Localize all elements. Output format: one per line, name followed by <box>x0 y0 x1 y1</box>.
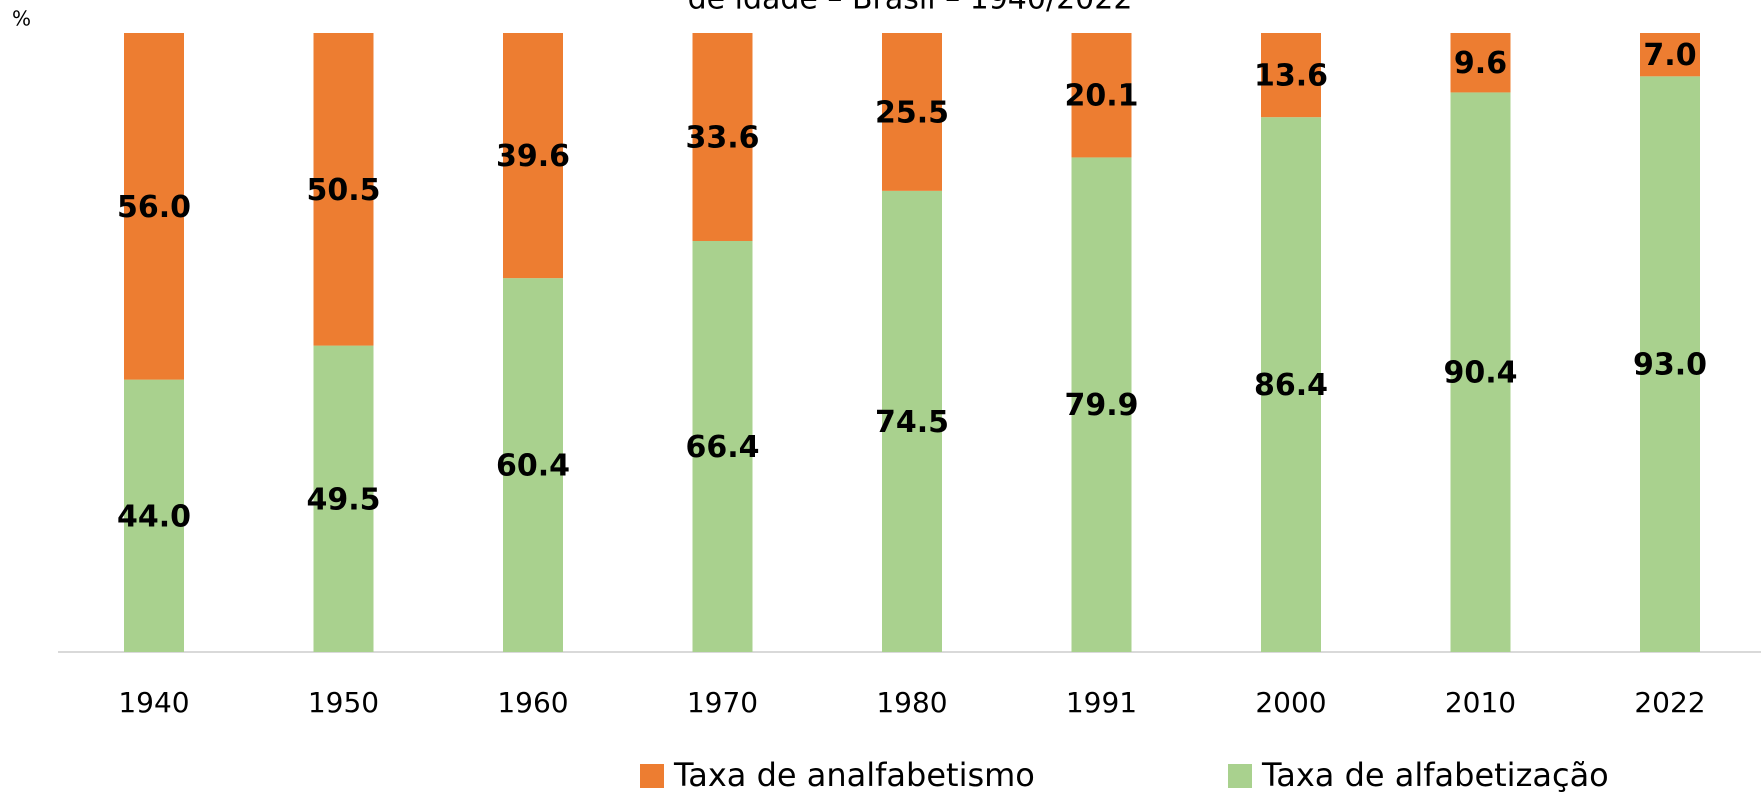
x-tick-label: 1960 <box>497 686 568 719</box>
x-tick-label: 1980 <box>876 686 947 719</box>
bar-segment <box>1640 33 1700 77</box>
bar-segment <box>1450 33 1511 93</box>
data-label: 56.0 <box>117 190 191 225</box>
data-label: 50.5 <box>306 173 380 208</box>
data-label: 93.0 <box>1633 348 1707 383</box>
data-label: 20.1 <box>1064 79 1138 114</box>
data-label: 7.0 <box>1643 38 1696 73</box>
x-tick-label: 1991 <box>1066 686 1137 719</box>
bar-segment <box>124 33 184 380</box>
bar-segment <box>692 240 753 652</box>
bar-segment <box>1640 76 1700 652</box>
bar-segment <box>1450 92 1511 652</box>
data-label: 49.5 <box>306 482 380 517</box>
data-label: 44.0 <box>117 499 191 534</box>
bar-segment <box>124 379 184 652</box>
data-label: 90.4 <box>1443 356 1517 391</box>
data-label: 86.4 <box>1254 368 1328 403</box>
x-tick-label: 1940 <box>118 686 189 719</box>
bar-segment <box>1071 157 1132 652</box>
bar-segment <box>503 33 563 279</box>
x-tick-label: 2000 <box>1255 686 1326 719</box>
legend-swatch <box>1228 764 1252 788</box>
bar-segment <box>503 278 563 652</box>
x-tick-label: 2010 <box>1445 686 1516 719</box>
legend-label: Taxa de alfabetização <box>1261 756 1609 794</box>
data-label: 74.5 <box>875 405 949 440</box>
bar-segment <box>1261 117 1321 652</box>
bar-segment <box>882 33 942 191</box>
data-label: 13.6 <box>1254 59 1328 94</box>
data-label: 25.5 <box>875 95 949 130</box>
x-tick-label: 1950 <box>308 686 379 719</box>
chart-title: de idade – Brasil – 1940/2022 <box>688 0 1133 17</box>
x-tick-label: 1970 <box>687 686 758 719</box>
y-axis-label: % <box>12 7 31 31</box>
legend-label: Taxa de analfabetismo <box>673 756 1035 794</box>
data-label: 33.6 <box>685 120 759 155</box>
bar-segment <box>692 33 753 241</box>
bar-segment <box>1261 33 1321 118</box>
x-tick-label: 2022 <box>1634 686 1705 719</box>
data-label: 9.6 <box>1454 46 1507 81</box>
legend-swatch <box>640 764 664 788</box>
data-label: 39.6 <box>496 139 570 174</box>
bar-segment <box>882 190 942 652</box>
data-label: 79.9 <box>1064 388 1138 423</box>
data-label: 66.4 <box>685 430 759 465</box>
data-label: 60.4 <box>496 449 570 484</box>
bar-segment <box>313 345 374 652</box>
bar-segment <box>313 33 374 346</box>
bar-segment <box>1071 33 1132 158</box>
